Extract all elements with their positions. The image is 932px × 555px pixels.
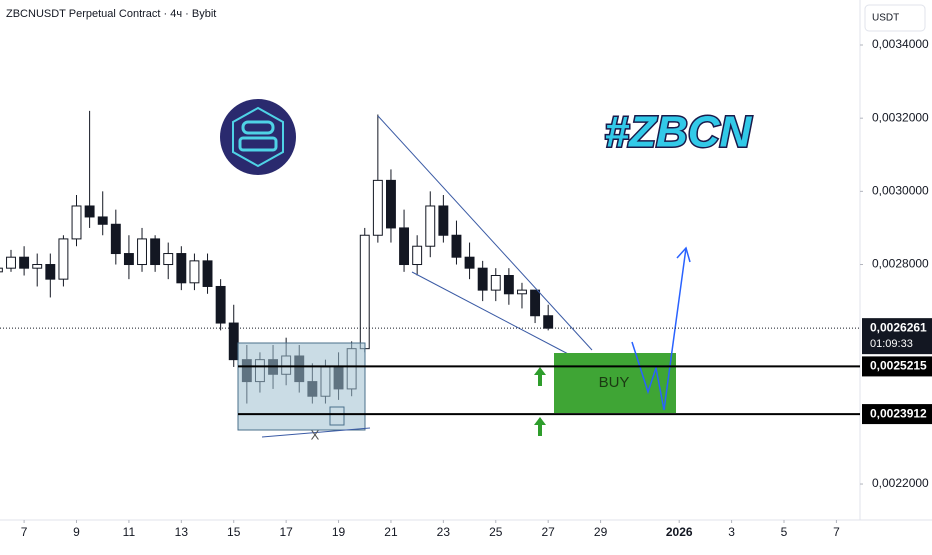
chart-title: ZBCNUSDT Perpetual Contract · 4ч · Bybit [6,8,216,20]
last-price-box [862,318,932,355]
arrow-up [534,417,546,436]
candle-body [386,179,396,229]
x-tick-label: 3 [728,525,735,539]
logo-mark [238,136,278,152]
x-tick-label: 13 [175,525,189,539]
currency-button[interactable] [864,4,926,32]
x-tick-label: 17 [279,525,293,539]
buy-label: BUY [599,374,630,391]
candle-body [110,223,121,255]
x-tick-label: 21 [384,525,398,539]
y-tick-label: 0,0030000 [872,184,929,198]
buy-zone [554,353,676,413]
x-tick-label: 11 [123,525,136,539]
x-tick-label: 25 [489,525,503,539]
price-line-box [862,356,932,377]
candle-body [451,234,462,258]
candle-body [45,264,56,280]
candle-body [19,256,30,269]
currency-label[interactable]: USDT [872,13,899,24]
y-tick-label: 0,0028000 [872,257,929,271]
wedge-upper [377,115,593,351]
hashtag: #ZBCN [605,108,753,157]
candle-body [202,260,213,287]
candle-body [176,253,187,284]
candle-body [425,205,436,247]
last-price-label: 0,0026261 [870,320,927,334]
price-line-box [862,404,932,425]
candle-body [464,256,475,269]
trendline [261,427,371,438]
x-tick-label: 19 [332,525,346,539]
x-tick-label: 7 [21,525,28,539]
x-tick-label: 29 [594,525,608,539]
candle-body [189,260,200,284]
price-line-label: 0,0023912 [870,406,927,420]
candle-body [84,205,95,218]
candle-body [490,274,501,291]
candle-body [477,267,488,291]
x-label: X [311,427,320,442]
y-tick-label: 0,0022000 [872,476,929,490]
candle-body [58,238,69,280]
candle-body [97,216,108,225]
logo-hex [232,106,284,168]
arrow-up [534,367,546,386]
x-tick-label: 15 [227,525,241,539]
small-box [329,406,345,426]
candle-body [228,322,239,361]
candle-body [71,205,82,240]
candle-body [438,205,449,236]
candle-body [150,238,161,266]
candle-body [215,285,226,324]
y-tick-label: 0,0032000 [872,110,929,124]
x-tick-label: 27 [541,525,555,539]
candle-body [399,227,410,266]
candle-body [372,179,383,236]
candle-body [137,238,147,266]
candle-body [503,274,514,295]
candle-body [123,253,134,266]
projection-path [631,247,687,411]
candle-body [530,289,541,317]
x-tick-label: 7 [833,525,840,539]
logo-mark [241,120,275,135]
candle-body [543,315,554,329]
wedge-lower [411,271,573,357]
x-tick-label: 2026 [666,525,693,539]
x-tick-label: 5 [781,525,788,539]
candle-body [6,256,16,269]
projection-arrowhead [676,246,691,263]
candle-body [163,253,174,266]
candle-body [359,234,370,350]
range-box [237,342,366,431]
candle-body [32,264,43,269]
price-line-label: 0,0025215 [870,359,927,373]
candle-body [517,289,527,295]
candle-body [412,245,423,266]
candle-body [0,267,3,273]
y-tick-label: 0,0034000 [872,37,929,51]
countdown: 01:09:33 [870,338,913,350]
x-tick-label: 23 [437,525,451,539]
x-tick-label: 9 [73,525,80,539]
